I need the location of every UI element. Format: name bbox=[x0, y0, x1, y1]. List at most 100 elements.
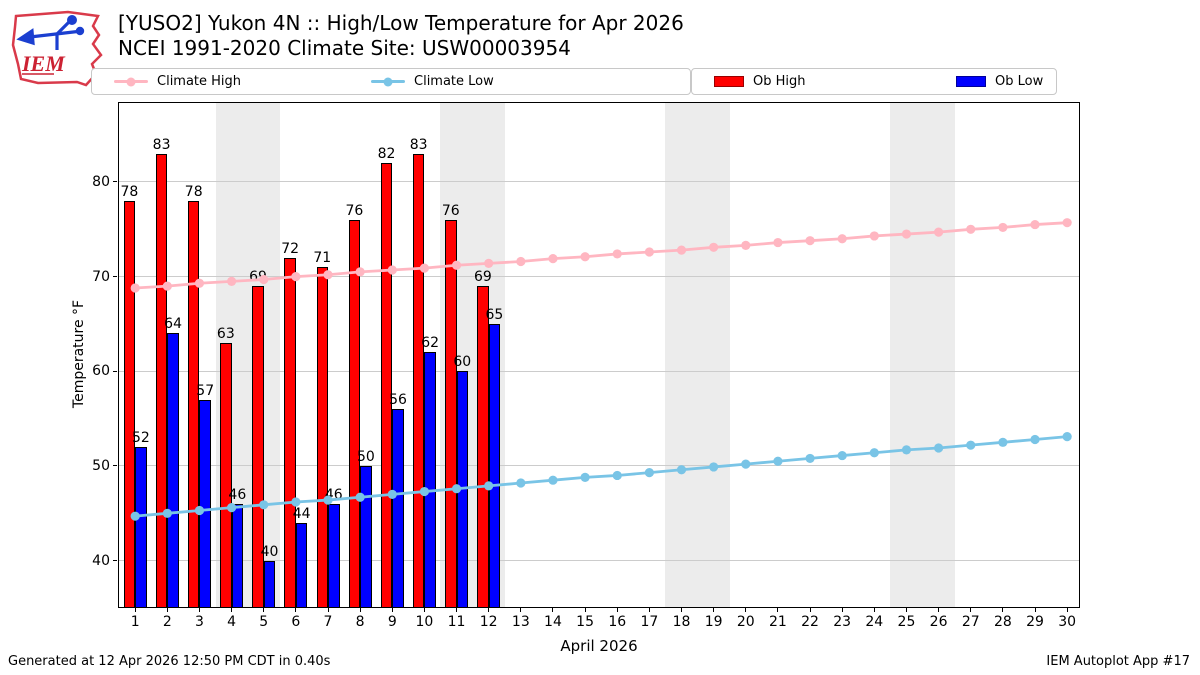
x-axis-tick bbox=[777, 608, 779, 612]
x-tick-label: 9 bbox=[387, 614, 397, 630]
chart-title: [YUSO2] Yukon 4N :: High/Low Temperature… bbox=[118, 11, 684, 35]
climate-marker bbox=[1030, 434, 1040, 445]
climate-high-line-swatch bbox=[114, 77, 148, 86]
bar-value-label: 63 bbox=[216, 325, 235, 342]
x-axis-tick bbox=[745, 608, 747, 612]
y-axis-tick bbox=[113, 181, 117, 183]
bar-value-label: 76 bbox=[441, 202, 460, 219]
ob-high-bar bbox=[445, 219, 457, 608]
x-tick-label: 27 bbox=[961, 614, 980, 630]
x-tick-label: 3 bbox=[194, 614, 204, 630]
x-axis-tick bbox=[970, 608, 972, 612]
x-axis-tick bbox=[134, 608, 136, 612]
legend-label: Climate High bbox=[157, 74, 242, 89]
bar-value-label: 46 bbox=[324, 486, 343, 503]
climate-marker bbox=[966, 224, 976, 234]
bar-value-label: 82 bbox=[377, 146, 396, 163]
x-tick-label: 1 bbox=[130, 614, 140, 630]
climate-marker bbox=[837, 450, 847, 461]
x-tick-label: 2 bbox=[162, 614, 172, 630]
ob-low-bar bbox=[488, 323, 501, 608]
ob-low-bar bbox=[424, 352, 436, 608]
y-tick-label: 60 bbox=[92, 363, 110, 380]
legend-label: Ob Low bbox=[995, 74, 1044, 89]
climate-marker bbox=[516, 256, 526, 267]
x-axis-tick bbox=[809, 608, 811, 612]
x-axis-tick bbox=[1034, 608, 1036, 612]
x-axis-tick bbox=[327, 608, 329, 612]
logo-text: IEM bbox=[21, 51, 66, 76]
x-axis-tick bbox=[359, 608, 361, 612]
climate-marker bbox=[1030, 219, 1040, 230]
bar-value-label: 60 bbox=[453, 354, 472, 371]
x-tick-label: 11 bbox=[447, 614, 466, 630]
bar-value-label: 50 bbox=[356, 448, 375, 465]
climate-marker bbox=[741, 459, 751, 469]
x-axis-tick bbox=[295, 608, 297, 612]
ob-low-bar bbox=[295, 522, 308, 608]
x-tick-label: 23 bbox=[833, 614, 852, 630]
ob-high-bar bbox=[412, 153, 425, 608]
x-tick-label: 12 bbox=[479, 614, 498, 630]
x-tick-label: 13 bbox=[511, 614, 530, 630]
bar-value-label: 40 bbox=[260, 543, 279, 560]
ob-high-bar bbox=[220, 342, 232, 608]
x-tick-label: 18 bbox=[672, 614, 691, 630]
climate-marker bbox=[805, 236, 815, 246]
bar-value-label: 78 bbox=[120, 183, 139, 200]
bar-value-label: 57 bbox=[196, 382, 215, 399]
x-tick-label: 16 bbox=[608, 614, 627, 630]
legend-entry-ob-low: Ob Low bbox=[956, 69, 1043, 94]
x-tick-label: 28 bbox=[993, 614, 1012, 630]
x-axis-tick bbox=[231, 608, 233, 612]
x-axis-tick bbox=[584, 608, 586, 612]
climate-marker bbox=[837, 234, 847, 244]
x-axis-label: April 2026 bbox=[560, 637, 638, 655]
x-axis-tick bbox=[423, 608, 425, 612]
legend-label: Ob High bbox=[753, 74, 806, 89]
ob-high-swatch bbox=[714, 76, 744, 87]
legend-entry-climate-low: Climate Low bbox=[371, 69, 494, 94]
x-axis-tick bbox=[166, 608, 168, 612]
app-credit: IEM Autoplot App #17 bbox=[1046, 654, 1190, 669]
bar-value-label: 69 bbox=[249, 269, 267, 286]
ob-high-bar bbox=[155, 153, 168, 608]
weekend-shading-band bbox=[890, 101, 955, 608]
bar-value-label: 64 bbox=[164, 316, 182, 333]
bar-value-label: 72 bbox=[281, 240, 300, 257]
x-tick-label: 10 bbox=[415, 614, 434, 630]
y-tick-label: 40 bbox=[92, 552, 110, 569]
ob-high-bar bbox=[380, 163, 393, 608]
weather-vane-icon bbox=[16, 15, 85, 50]
generated-timestamp: Generated at 12 Apr 2026 12:50 PM CDT in… bbox=[8, 654, 331, 669]
climate-marker bbox=[580, 252, 590, 262]
climate-marker bbox=[548, 254, 558, 264]
climate-marker bbox=[773, 237, 783, 248]
bar-value-label: 71 bbox=[313, 250, 332, 267]
bar-value-label: 52 bbox=[132, 430, 150, 447]
bar-value-label: 78 bbox=[184, 183, 203, 200]
bar-value-label: 44 bbox=[292, 505, 311, 522]
x-axis-tick bbox=[873, 608, 875, 612]
x-axis-tick bbox=[938, 608, 940, 612]
climate-marker bbox=[1062, 432, 1072, 442]
ob-low-bar bbox=[167, 333, 179, 608]
x-axis-tick bbox=[713, 608, 715, 612]
x-axis-tick bbox=[681, 608, 682, 612]
climate-marker bbox=[998, 222, 1008, 233]
ob-high-bar bbox=[187, 200, 200, 608]
x-axis-tick bbox=[1002, 608, 1004, 612]
climate-marker bbox=[869, 231, 879, 241]
x-tick-label: 29 bbox=[1026, 614, 1044, 630]
x-tick-label: 8 bbox=[355, 614, 365, 630]
gridline bbox=[118, 370, 1080, 372]
ob-high-bar bbox=[123, 200, 136, 608]
gridline bbox=[118, 181, 1080, 183]
x-tick-label: 24 bbox=[865, 614, 884, 630]
weekend-shading-band bbox=[665, 101, 730, 608]
ob-low-bar bbox=[263, 560, 276, 608]
x-axis-tick bbox=[905, 608, 907, 612]
y-axis-tick bbox=[113, 465, 117, 467]
x-tick-label: 25 bbox=[897, 614, 916, 630]
